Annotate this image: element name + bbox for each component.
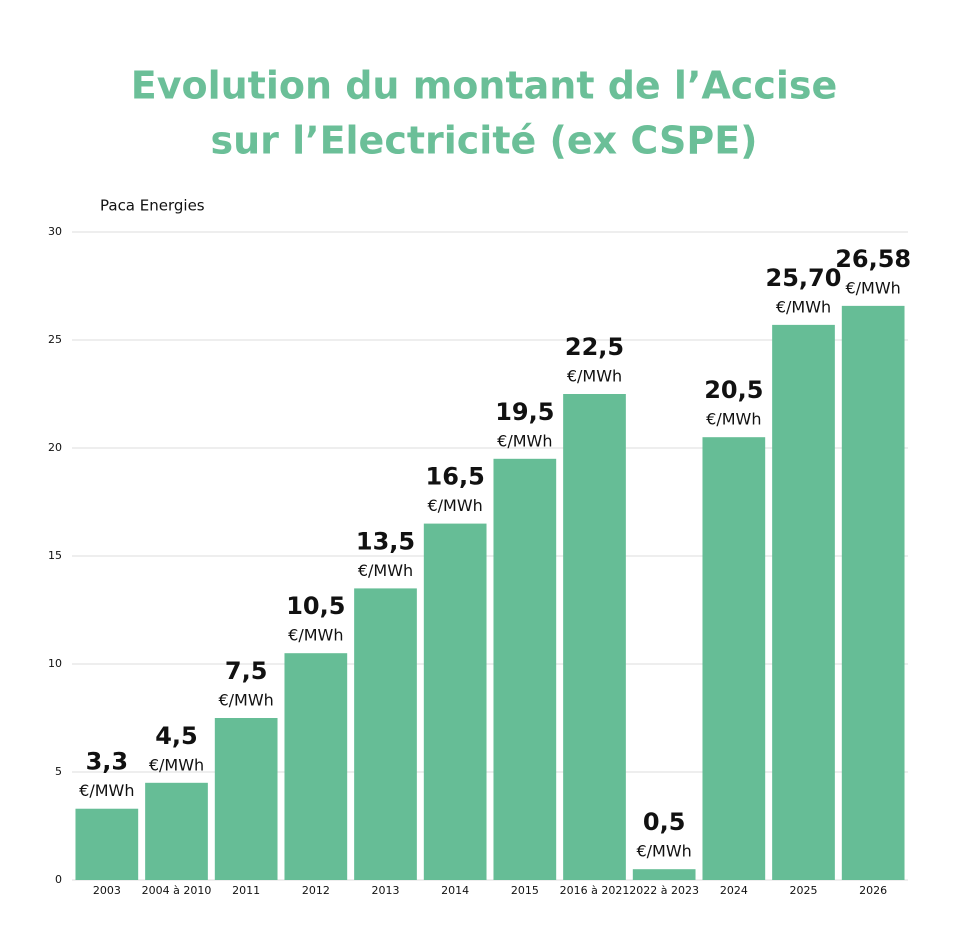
y-tick-label: 0 bbox=[55, 873, 62, 886]
value-unit: €/MWh bbox=[567, 367, 622, 386]
value-label: 22,5 bbox=[565, 333, 624, 361]
value-unit: €/MWh bbox=[497, 431, 552, 450]
bar bbox=[493, 458, 557, 880]
x-tick-label: 2016 à 2021 bbox=[560, 884, 630, 897]
value-label: 25,70 bbox=[766, 264, 842, 292]
y-tick-label: 30 bbox=[48, 225, 62, 238]
value-label: 3,3 bbox=[86, 748, 129, 776]
bar bbox=[145, 782, 208, 880]
bar bbox=[354, 588, 417, 880]
value-label: 16,5 bbox=[426, 463, 485, 491]
value-label: 13,5 bbox=[356, 527, 415, 555]
bar bbox=[284, 653, 348, 880]
y-tick-label: 20 bbox=[48, 441, 62, 454]
chart-subtitle: Paca Energies bbox=[100, 197, 205, 215]
bar bbox=[702, 437, 766, 880]
value-label: 26,58 bbox=[835, 245, 911, 273]
value-unit: €/MWh bbox=[79, 781, 134, 800]
y-tick-label: 15 bbox=[48, 549, 62, 562]
value-label: 20,5 bbox=[704, 376, 763, 404]
value-unit: €/MWh bbox=[427, 496, 482, 515]
value-unit: €/MWh bbox=[845, 278, 900, 297]
x-tick-label: 2011 bbox=[232, 884, 260, 897]
value-label: 10,5 bbox=[286, 592, 345, 620]
x-tick-label: 2025 bbox=[790, 884, 818, 897]
value-unit: €/MWh bbox=[218, 691, 273, 710]
value-unit: €/MWh bbox=[706, 410, 761, 429]
value-label: 7,5 bbox=[225, 657, 268, 685]
value-unit: €/MWh bbox=[288, 626, 343, 645]
bar bbox=[772, 324, 835, 880]
value-unit: €/MWh bbox=[358, 561, 413, 580]
value-unit: €/MWh bbox=[636, 842, 691, 861]
value-label: 4,5 bbox=[155, 722, 198, 750]
bar bbox=[563, 394, 626, 880]
y-tick-label: 25 bbox=[48, 333, 62, 346]
x-tick-label: 2024 bbox=[720, 884, 748, 897]
value-unit: €/MWh bbox=[149, 755, 204, 774]
bar bbox=[214, 718, 278, 880]
bar bbox=[841, 305, 905, 880]
value-unit: €/MWh bbox=[776, 297, 831, 316]
value-label: 0,5 bbox=[643, 808, 686, 836]
chart-title: sur l’Electricité (ex CSPE) bbox=[210, 119, 757, 163]
chart-title: Evolution du montant de l’Accise bbox=[131, 64, 838, 108]
y-tick-label: 10 bbox=[48, 657, 62, 670]
bar bbox=[632, 869, 696, 880]
x-tick-label: 2013 bbox=[372, 884, 400, 897]
x-tick-label: 2004 à 2010 bbox=[142, 884, 212, 897]
bar bbox=[423, 523, 487, 880]
value-label: 19,5 bbox=[495, 398, 554, 426]
x-tick-label: 2026 bbox=[859, 884, 887, 897]
x-tick-label: 2015 bbox=[511, 884, 539, 897]
x-tick-label: 2022 à 2023 bbox=[629, 884, 699, 897]
y-tick-label: 5 bbox=[55, 765, 62, 778]
x-tick-label: 2012 bbox=[302, 884, 330, 897]
x-tick-label: 2014 bbox=[441, 884, 469, 897]
bar bbox=[75, 808, 139, 880]
x-tick-label: 2003 bbox=[93, 884, 121, 897]
